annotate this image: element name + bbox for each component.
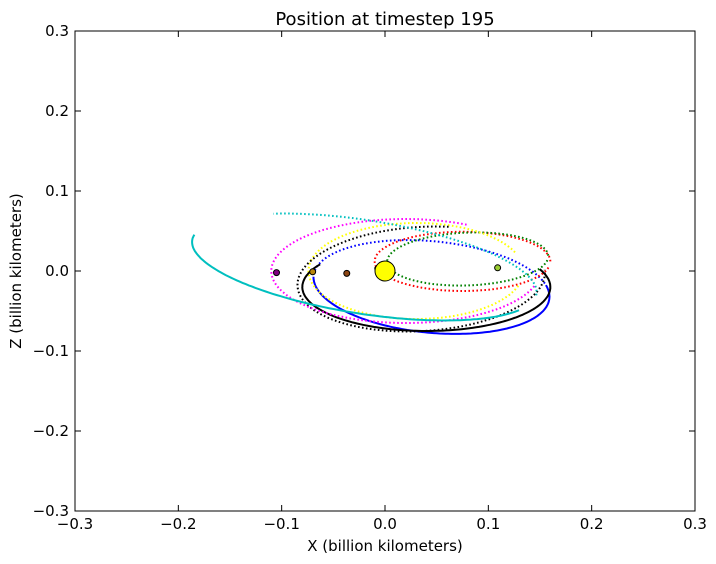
x-axis-label: X (billion kilometers) (307, 537, 463, 555)
chart-title: Position at timestep 195 (275, 9, 494, 30)
y-tick-label: 0.0 (45, 262, 69, 280)
orbit-trajectory (386, 231, 550, 287)
x-tick-label: −0.1 (263, 515, 299, 533)
y-tick-label: 0.1 (45, 182, 69, 200)
planet-marker (273, 269, 280, 277)
orbit-trajectory (307, 222, 521, 320)
x-tick-label: 0.0 (373, 515, 397, 533)
x-tick-label: −0.2 (160, 515, 196, 533)
y-axis-label: Z (billion kilometers) (7, 193, 25, 349)
x-tick-label: −0.3 (57, 515, 93, 533)
y-tick-label: 0.2 (45, 102, 69, 120)
x-tick-label: 0.2 (580, 515, 604, 533)
planet-marker (494, 264, 502, 272)
orbit-trajectory (301, 263, 552, 332)
x-tick-label: 0.3 (683, 515, 707, 533)
planet-marker (343, 269, 351, 277)
y-tick-label: 0.3 (45, 22, 69, 40)
axis-ticks: −0.3 −0.2 −0.1 0.0 0.1 0.2 0.3 −0.3 −0.2 −0.1 0.0 0… (33, 22, 707, 533)
planet-marker (309, 268, 317, 276)
orbit-trajectory (373, 230, 552, 292)
y-tick-label: −0.2 (33, 422, 69, 440)
sun-marker (374, 260, 396, 282)
plot-area (191, 212, 552, 335)
y-tick-label: −0.3 (33, 502, 69, 520)
orbit-trajectory (312, 276, 551, 335)
x-tick-label: 0.1 (476, 515, 500, 533)
y-tick-label: −0.1 (33, 342, 69, 360)
orbit-trajectory (191, 234, 520, 322)
orbit-trajectory (273, 212, 538, 296)
